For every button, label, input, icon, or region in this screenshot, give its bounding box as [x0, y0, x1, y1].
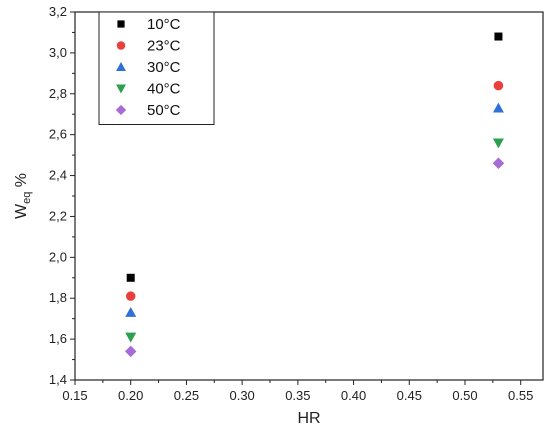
- x-tick-label: 0.20: [118, 388, 143, 403]
- x-tick-label: 0.35: [285, 388, 310, 403]
- x-tick-label: 0.50: [452, 388, 477, 403]
- data-point: [493, 80, 504, 91]
- y-tick-label: 2,4: [49, 168, 67, 183]
- y-tick-label: 1,8: [49, 290, 67, 305]
- legend-label: 50°C: [147, 102, 181, 119]
- data-point: [492, 157, 505, 170]
- legend-marker: [117, 20, 125, 28]
- legend-marker: [116, 62, 126, 71]
- legend-marker: [116, 41, 126, 50]
- x-tick-label: 0.40: [341, 388, 366, 403]
- data-point: [125, 291, 136, 301]
- y-axis-label-main: W: [13, 203, 30, 219]
- y-axis-label: Weq %: [13, 173, 33, 219]
- data-point: [125, 307, 137, 317]
- legend-label: 30°C: [147, 59, 181, 76]
- x-tick-label: 0.30: [229, 388, 254, 403]
- legend-marker: [115, 104, 127, 116]
- data-point: [492, 138, 504, 149]
- data-point: [125, 332, 137, 343]
- data-point: [126, 273, 135, 282]
- y-tick-label: 2,0: [49, 249, 67, 264]
- x-axis-label: HR: [297, 410, 320, 427]
- legend-marker: [116, 84, 126, 94]
- x-tick-label: 0.45: [397, 388, 422, 403]
- y-tick-label: 2,6: [49, 127, 67, 142]
- legend: 10°C 23°C 30°C 40°C 50°C: [98, 11, 215, 125]
- y-tick-label: 3,0: [49, 45, 67, 60]
- data-point: [124, 345, 137, 358]
- legend-label: 23°C: [147, 38, 181, 55]
- legend-label: 40°C: [147, 81, 181, 98]
- tick-labels: 0.15 0.20 0.25 0.30 0.35 0.40 0.45 0.50 0.55 1,4 1…: [49, 4, 533, 403]
- y-axis-label-suffix: %: [13, 173, 30, 192]
- data-point: [494, 32, 503, 41]
- y-tick-label: 1,4: [49, 372, 67, 387]
- data-point: [492, 102, 504, 113]
- y-tick-label: 1,6: [49, 331, 67, 346]
- y-tick-label: 3,2: [49, 4, 67, 19]
- x-tick-label: 0.15: [62, 388, 87, 403]
- x-tick-label: 0.25: [174, 388, 199, 403]
- legend-label: 10°C: [147, 16, 181, 33]
- x-tick-label: 0.55: [508, 388, 533, 403]
- data-points: [124, 32, 505, 358]
- y-tick-label: 2,2: [49, 208, 67, 223]
- plot-frame: [74, 11, 544, 381]
- y-axis-label-sub: eq: [21, 192, 33, 204]
- y-tick-label: 2,8: [49, 86, 67, 101]
